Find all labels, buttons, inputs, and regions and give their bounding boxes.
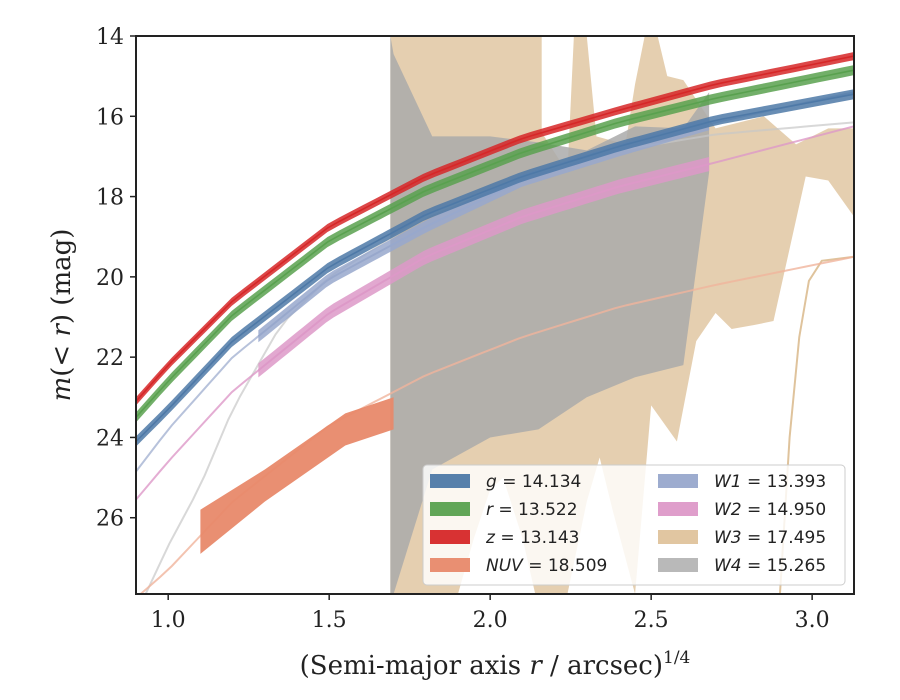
legend-label-g: g = 14.134 (486, 472, 581, 492)
w1-band (258, 118, 710, 343)
legend-swatch-z (430, 530, 470, 544)
y-tick-label: 18 (96, 186, 124, 211)
y-tick-label: 22 (96, 346, 124, 371)
z-band-line (136, 55, 854, 402)
plot-frame (135, 35, 855, 595)
legend-label-w2: W2 = 14.950 (714, 500, 826, 520)
w2-band-line (257, 163, 710, 372)
y-tick-label: 26 (96, 507, 124, 532)
x-tick-label: 2.5 (634, 608, 669, 633)
legend-swatch-w2 (658, 502, 698, 516)
x-tick-label: 1.0 (151, 608, 186, 633)
legend-swatch-w3 (658, 530, 698, 544)
legend-label-w1: W1 = 13.393 (714, 472, 826, 492)
plot-area (136, 36, 854, 594)
y-tick-label: 14 (96, 25, 124, 50)
w3-model-line (778, 255, 854, 594)
y-tick-label: 20 (96, 266, 124, 291)
legend-label-w4: W4 = 15.265 (714, 556, 826, 576)
x-axis-label: (Semi-major axis r / arcsec)1/4 (300, 648, 691, 681)
legend-label-r: r = 13.522 (486, 500, 578, 520)
legend-box (422, 464, 846, 586)
y-tick-label: 24 (96, 426, 124, 451)
g-band-line (136, 93, 854, 443)
legend-label-z: z = 13.143 (485, 528, 579, 548)
x-tick-label: 1.5 (312, 608, 347, 633)
x-tick-label: 3.0 (795, 608, 830, 633)
nuv-band (200, 397, 394, 554)
legend-swatch-w4 (658, 558, 698, 572)
y-tick-label: 16 (96, 105, 124, 130)
r-band-line (136, 69, 854, 418)
y-axis-label: m(< r) (mag) (47, 229, 77, 402)
w2-band (258, 157, 710, 378)
y-axis: 14 16 18 20 22 24 26 (96, 25, 136, 532)
legend-swatch-w1 (658, 474, 698, 488)
legend-swatch-nuv (430, 558, 470, 572)
legend-label-w3: W3 = 17.495 (714, 528, 826, 548)
x-axis: 1.0 1.5 2.0 2.5 3.0 (151, 594, 830, 633)
legend-swatch-g (430, 474, 470, 488)
legend-label-nuv: NUV = 18.509 (486, 556, 607, 576)
x-tick-label: 2.0 (473, 608, 508, 633)
legend-swatch-r (430, 502, 470, 516)
legend: g = 14.134 r = 13.522 z = 13.143 NUV = 18.5… (422, 464, 846, 586)
